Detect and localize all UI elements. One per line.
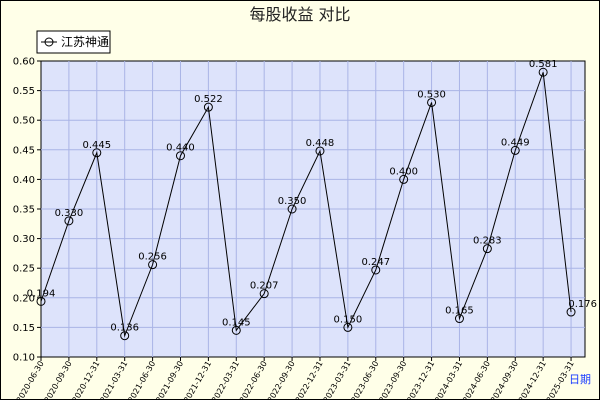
x-tick-label: 2024-03-31 [433, 360, 464, 400]
x-tick-label: 2023-06-30 [349, 360, 380, 400]
data-point [482, 244, 492, 254]
series-line [40, 72, 572, 338]
legend-marker [44, 37, 54, 47]
data-point [92, 148, 102, 158]
data-label: 0.150 [334, 314, 363, 325]
y-tick-label: 0.45 [13, 145, 35, 156]
data-label: 0.145 [222, 317, 251, 328]
data-point [343, 322, 353, 332]
y-tick-label: 0.50 [13, 116, 35, 127]
data-label: 0.400 [389, 166, 418, 177]
data-point [120, 331, 130, 341]
series-group: 0.194 0.330 0.445 0.136 0.256 0.440 0.522 0.145… [27, 59, 597, 341]
legend-box [36, 30, 111, 54]
legend-entry: 江苏神通 [61, 35, 109, 49]
x-tick-label: 2021-12-31 [182, 360, 213, 400]
y-tick-label: 0.35 [13, 205, 35, 216]
data-point [231, 325, 241, 335]
data-point [566, 307, 576, 317]
data-label: 0.445 [82, 140, 111, 151]
x-tick-label: 2022-03-31 [210, 360, 241, 400]
data-point [510, 145, 520, 155]
data-point [148, 260, 158, 270]
y-tick-label: 0.55 [13, 86, 35, 97]
x-tick-label: 2020-06-30 [15, 360, 46, 400]
data-label: 0.207 [250, 281, 279, 292]
data-point [259, 289, 269, 299]
data-point [287, 204, 297, 214]
y-tick-label: 0.25 [13, 264, 35, 275]
y-axis-ticks: 0.10 0.15 0.20 0.25 0.30 0.35 0.40 0.45 0.50 0.55… [13, 57, 41, 364]
x-tick-label: 2020-09-30 [43, 360, 74, 400]
data-label: 0.330 [55, 208, 84, 219]
data-label: 0.440 [166, 143, 195, 154]
x-tick-label: 2020-12-31 [70, 360, 101, 400]
y-tick-label: 0.15 [13, 323, 35, 334]
data-label: 0.350 [278, 196, 307, 207]
x-tick-label: 2021-09-30 [154, 360, 185, 400]
data-label: 0.448 [306, 138, 335, 149]
legend: 江苏神通 [36, 30, 111, 54]
x-tick-label: 2024-06-30 [461, 360, 492, 400]
data-label: 0.449 [501, 137, 530, 148]
data-point [538, 67, 548, 77]
data-label: 0.165 [445, 306, 474, 317]
data-label: 0.247 [361, 257, 390, 268]
data-label: 0.522 [194, 94, 223, 105]
data-point [371, 265, 381, 275]
data-label: 0.530 [417, 89, 446, 100]
y-tick-label: 0.20 [13, 293, 35, 304]
x-tick-label: 2022-06-30 [238, 360, 269, 400]
x-tick-label: 2024-12-31 [517, 360, 548, 400]
x-tick-label: 2023-12-31 [405, 360, 436, 400]
x-tick-label: 2021-03-31 [98, 360, 129, 400]
x-tick-label: 2021-06-30 [126, 360, 157, 400]
data-point [427, 97, 437, 107]
data-point [315, 146, 325, 156]
data-point [399, 174, 409, 184]
x-axis-unit-label: 日期 [569, 373, 591, 386]
y-tick-label: 0.30 [13, 234, 35, 245]
data-point [36, 296, 46, 306]
data-label: 0.176 [568, 299, 597, 310]
data-point [64, 216, 74, 226]
data-label: 0.136 [110, 323, 139, 334]
x-tick-label: 2024-09-30 [489, 360, 520, 400]
data-point [175, 151, 185, 161]
data-label: 0.194 [27, 288, 56, 299]
x-tick-label: 2023-03-31 [322, 360, 353, 400]
y-tick-label: 0.40 [13, 175, 35, 186]
data-label: 0.256 [138, 252, 167, 263]
x-tick-label: 2023-09-30 [377, 360, 408, 400]
x-tick-label: 2022-09-30 [266, 360, 297, 400]
chart-title: 每股收益 对比 [249, 5, 350, 24]
data-label: 0.581 [529, 59, 558, 70]
x-tick-label: 2022-12-31 [294, 360, 325, 400]
data-point [454, 314, 464, 324]
y-tick-label: 0.60 [13, 57, 35, 68]
y-tick-label: 0.10 [13, 353, 35, 364]
data-point [203, 102, 213, 112]
x-axis-ticks: 2020-06-302020-09-302020-12-312021-03-31… [15, 357, 576, 400]
data-label: 0.283 [473, 236, 502, 247]
